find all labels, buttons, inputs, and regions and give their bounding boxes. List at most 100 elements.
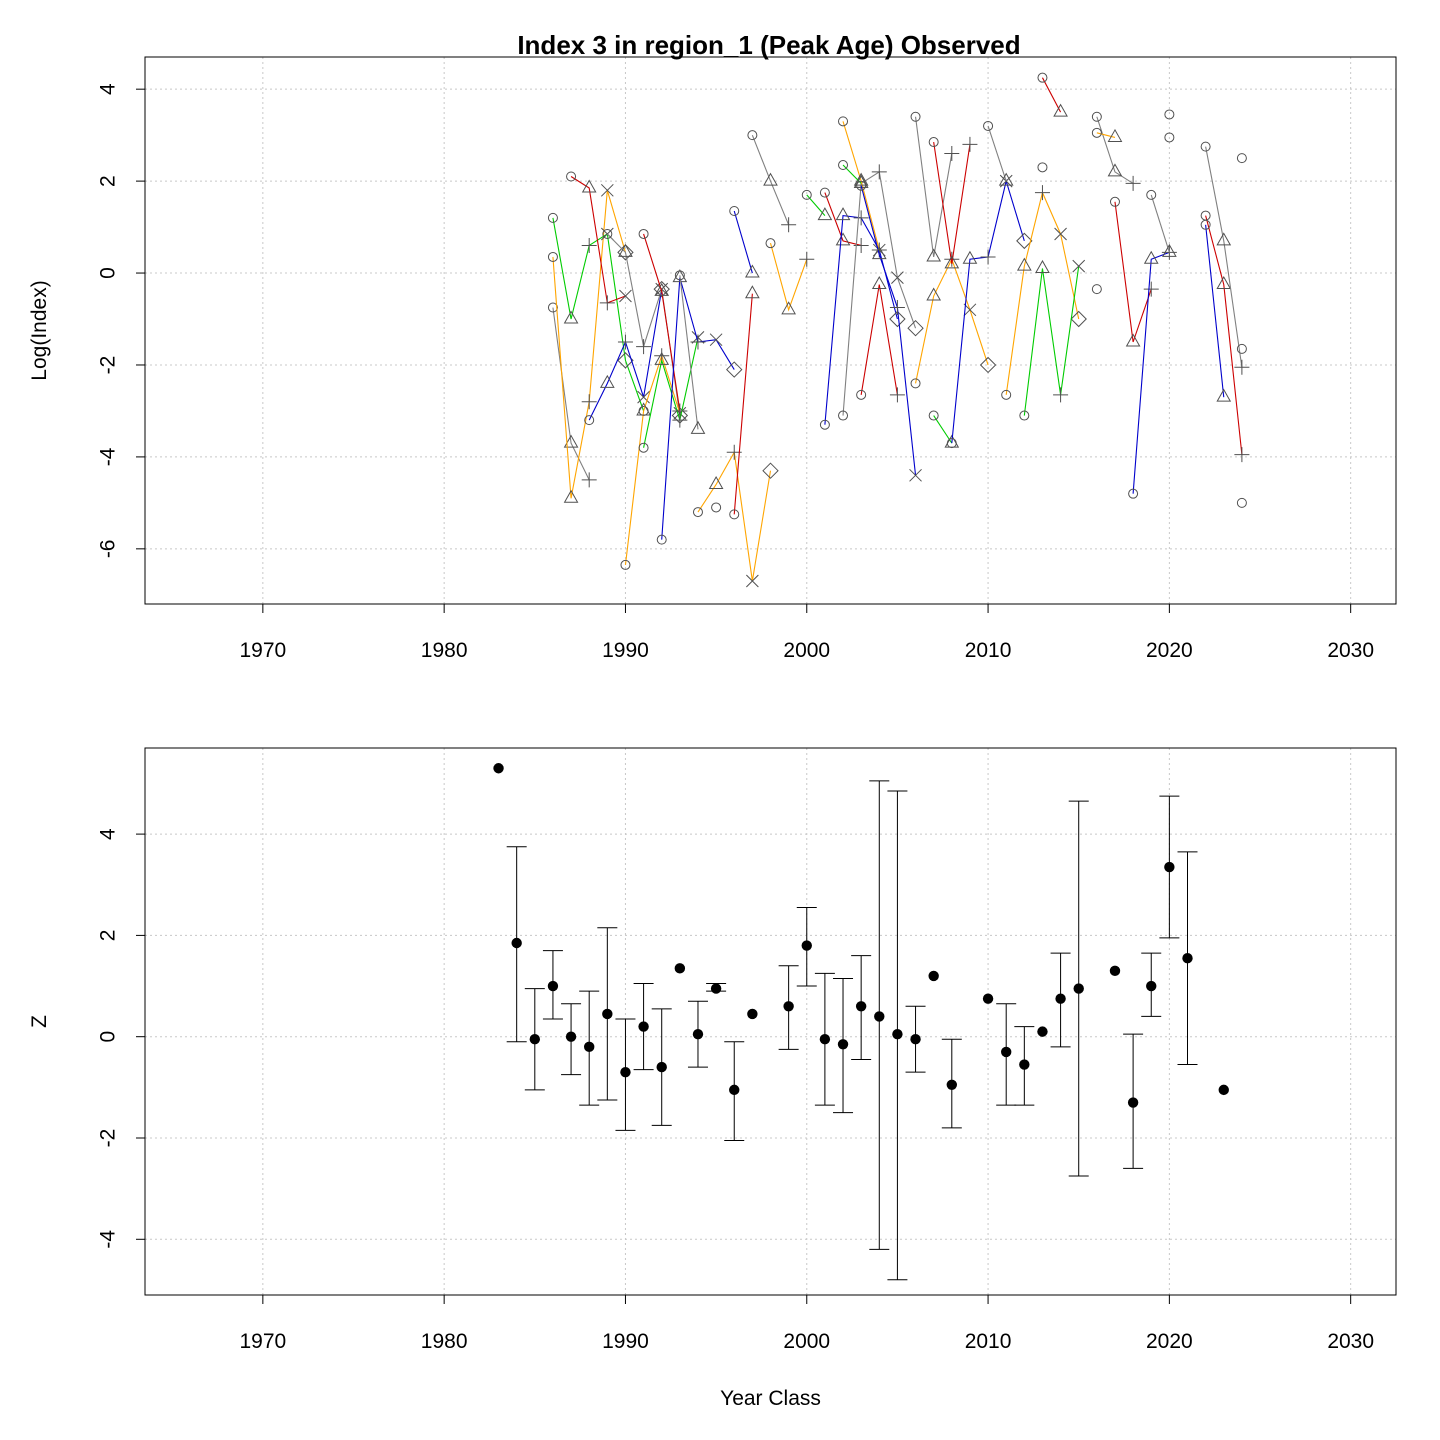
observed-index-panel: 1970 1980 1990 2000 2010 2020 2030 -6 -4 -2 0 2 4 Log… [28, 56, 1397, 662]
plus-marker [617, 334, 633, 350]
cohort-series [729, 285, 760, 520]
cohort-line [914, 116, 953, 258]
z-panel: 1970 1980 1990 2000 2010 2020 2030 -4 -2 0 2 4 Z Year… [28, 747, 1397, 1410]
circle-marker [856, 389, 867, 400]
plus-marker [871, 164, 887, 180]
x-tick-label: 1990 [602, 639, 649, 662]
x-tick-label: 1980 [421, 639, 468, 662]
circle-marker [547, 302, 558, 313]
x-tick-label: 2020 [1146, 639, 1193, 662]
triangle-marker [1162, 243, 1177, 257]
x-tick-label: 2010 [965, 639, 1012, 662]
z-point [946, 1079, 958, 1091]
cohort-line [1096, 116, 1134, 184]
x-tick-label: 2020 [1146, 1330, 1193, 1353]
cross-marker [909, 468, 922, 482]
plus-marker [599, 295, 615, 311]
diamond-marker [617, 244, 634, 261]
z-point [819, 1034, 831, 1045]
plus-marker [889, 300, 905, 316]
plus-marker [1125, 175, 1141, 191]
circle-marker [1037, 72, 1048, 83]
cohort-line [860, 185, 917, 476]
z-point [1000, 1046, 1012, 1058]
triangle-marker [944, 255, 960, 269]
triangle-marker [1143, 250, 1159, 264]
cohort-line [1041, 77, 1062, 113]
cohort-series [729, 205, 760, 278]
cohort-series [1091, 111, 1141, 191]
z-point [1182, 952, 1193, 964]
circle-marker [674, 270, 685, 281]
z-point [874, 1011, 885, 1022]
cross-marker [963, 303, 977, 317]
circle-marker [729, 509, 740, 520]
circle-marker [838, 410, 849, 421]
cohort-series [674, 270, 706, 434]
cohort-series [620, 348, 687, 570]
cohort-line [661, 277, 735, 540]
cohort-series [838, 160, 869, 188]
cross-marker [891, 271, 904, 284]
y-tick-label: 2 [96, 930, 119, 942]
cohort-series [1037, 162, 1048, 173]
y-tick-label: 0 [96, 1031, 119, 1043]
cohort-series [1037, 72, 1068, 117]
plus-marker [853, 210, 869, 226]
triangle-marker [654, 351, 670, 365]
cohort-line [1205, 215, 1243, 455]
circle-marker [819, 419, 830, 430]
cohort-series [801, 189, 833, 221]
cohort-line [606, 233, 681, 416]
circle-marker [1200, 141, 1211, 152]
x-tick-label: 2000 [783, 1330, 830, 1353]
plus-marker [1034, 185, 1050, 201]
z-point [892, 1028, 903, 1040]
z-point [747, 1008, 758, 1020]
cohort-series [692, 444, 779, 588]
circle-marker [1164, 132, 1175, 143]
y-axis-label: Log(Index) [28, 280, 51, 380]
z-point [529, 1034, 541, 1045]
cohort-series [1164, 109, 1175, 120]
triangle-marker [1216, 388, 1232, 402]
cohort-line [570, 176, 626, 304]
triangle-marker [1216, 232, 1232, 246]
plus-marker [672, 403, 688, 419]
triangle-marker [1016, 257, 1032, 271]
cohort-line [1096, 132, 1116, 138]
z-point [1218, 1084, 1229, 1096]
y-tick-label: -4 [96, 447, 119, 466]
cross-marker [709, 333, 723, 347]
x-tick-label: 2000 [783, 639, 830, 662]
plus-marker [690, 334, 706, 350]
z-point [1109, 965, 1121, 977]
cohort-line [933, 415, 953, 444]
plus-marker [944, 251, 960, 267]
circle-marker [602, 228, 613, 239]
triangle-marker [926, 287, 942, 301]
triangle-marker [654, 282, 670, 296]
triangle-marker [835, 207, 851, 221]
circle-marker [584, 415, 595, 426]
circle-marker [692, 507, 703, 518]
plot-frame [144, 747, 1397, 1296]
cohort-line [860, 284, 898, 395]
z-point [1127, 1097, 1139, 1108]
cohort-series [1091, 284, 1102, 295]
cohort-series [819, 207, 906, 430]
diamond-marker [889, 310, 906, 328]
plus-marker [944, 146, 960, 162]
plus-marker [636, 339, 652, 355]
circle-marker [1236, 153, 1247, 164]
z-point [692, 1028, 704, 1040]
triangle-marker [581, 179, 597, 193]
cohort-line [552, 307, 590, 481]
circle-marker [1091, 111, 1102, 122]
cohort-line [1114, 201, 1152, 343]
plus-marker [581, 472, 597, 488]
circle-marker [983, 120, 994, 131]
diamond-marker [762, 462, 779, 479]
x-tick-label: 2030 [1327, 639, 1374, 662]
cohort-series [1146, 189, 1177, 257]
